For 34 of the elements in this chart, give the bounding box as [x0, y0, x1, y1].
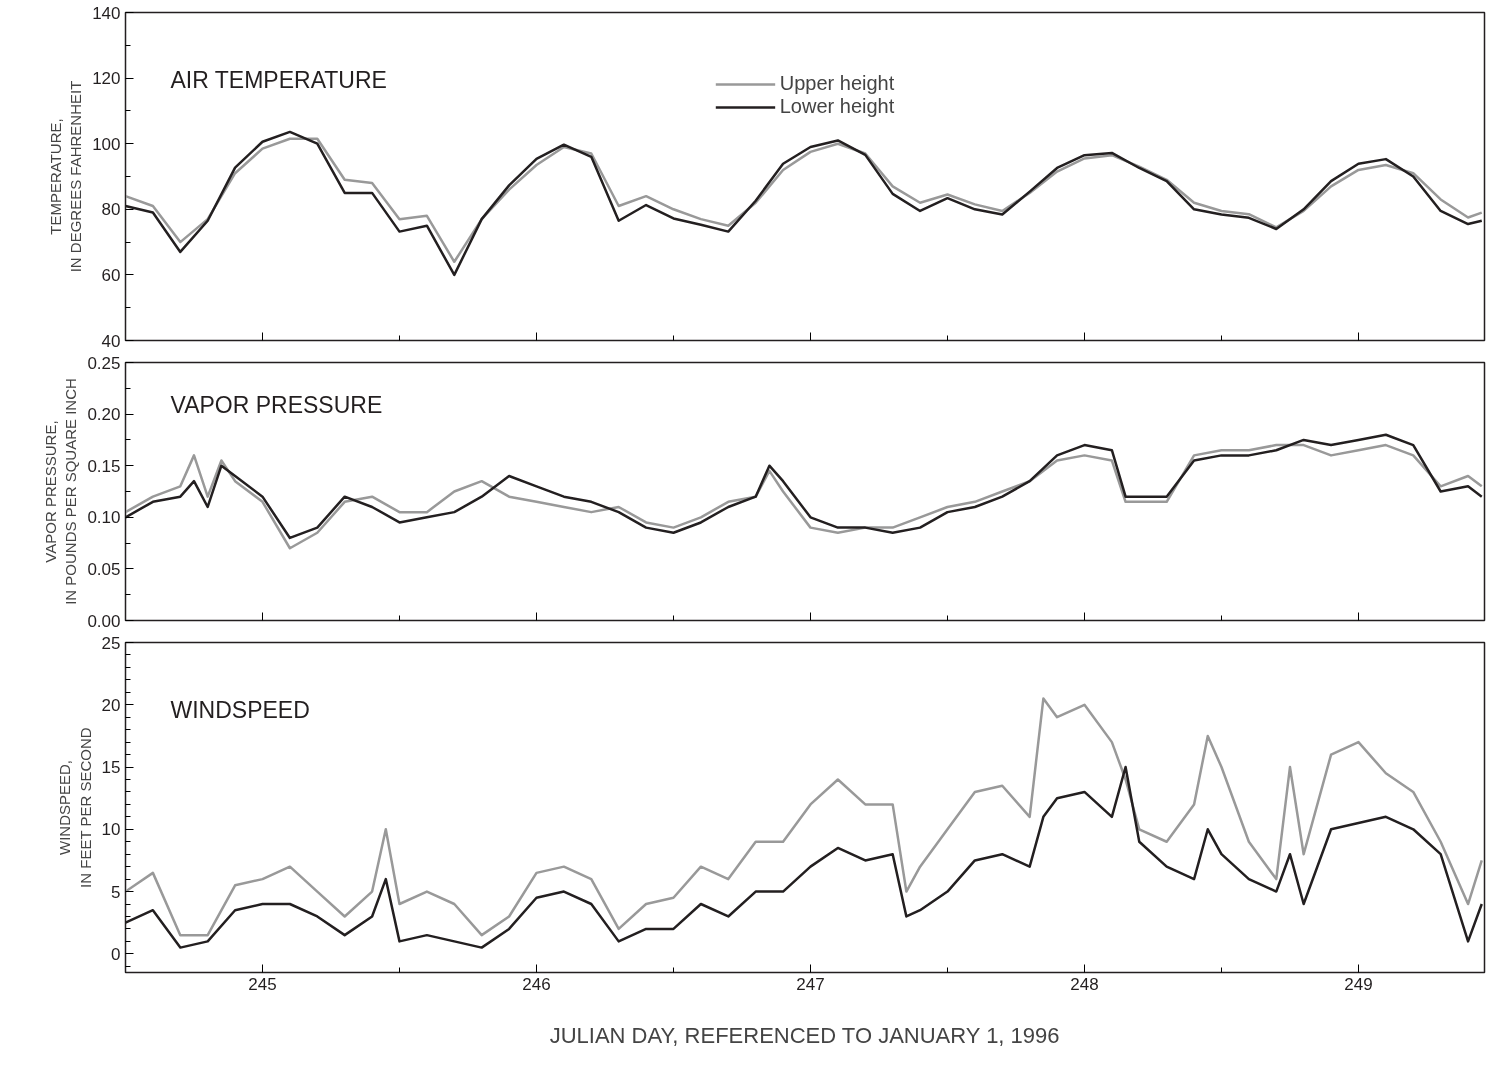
legend-label: Upper height — [779, 72, 895, 95]
y-tick-label: 0.10 — [87, 508, 121, 528]
y-tick-label: 40 — [101, 331, 121, 351]
y-tick-label: 0.05 — [87, 559, 121, 579]
y-tick-label: 0 — [111, 944, 121, 964]
y-tick-label: 15 — [101, 758, 121, 778]
y-tick-label: 20 — [101, 695, 121, 715]
y-tick-label: 80 — [101, 200, 121, 220]
y-axis-title: VAPOR PRESSURE, IN POUNDS PER SQUARE INCH — [42, 378, 80, 605]
legend-label: Lower height — [779, 95, 895, 118]
text: AIR TEMPERATURE — [170, 66, 387, 93]
line-series — [125, 697, 1484, 937]
x-tick-label: 245 — [248, 974, 277, 994]
y-tick-label: 25 — [101, 633, 121, 653]
y-tick-label: 140 — [92, 3, 121, 23]
y-tick-label: 0.20 — [87, 405, 121, 425]
y-tick-label: 100 — [92, 134, 121, 154]
y-axis-title: WINDSPEED, IN FEET PER SECOND — [56, 727, 94, 888]
y-axis-title: TEMPERATURE, IN DEGREES FAHRENHEIT — [46, 80, 85, 273]
x-tick-label: 248 — [1070, 974, 1099, 994]
y-tick-label: 0.15 — [87, 456, 121, 476]
x-axis-title: JULIAN DAY, REFERENCED TO JANUARY 1, 1996 — [549, 1022, 1060, 1048]
y-tick-label: 0.25 — [87, 353, 121, 373]
y-tick-label: 120 — [92, 69, 121, 89]
x-tick-label: 249 — [1344, 974, 1373, 994]
line-series — [125, 443, 1484, 550]
y-tick-label: 5 — [111, 882, 121, 902]
x-tick-label: 246 — [522, 974, 551, 994]
text: WINDSPEED — [170, 696, 310, 723]
y-tick-label: 10 — [101, 820, 121, 840]
x-tick-label: 247 — [796, 974, 825, 994]
y-tick-label: 60 — [101, 265, 121, 285]
text: VAPOR PRESSURE — [170, 391, 383, 418]
y-tick-label: 0.00 — [87, 611, 121, 631]
